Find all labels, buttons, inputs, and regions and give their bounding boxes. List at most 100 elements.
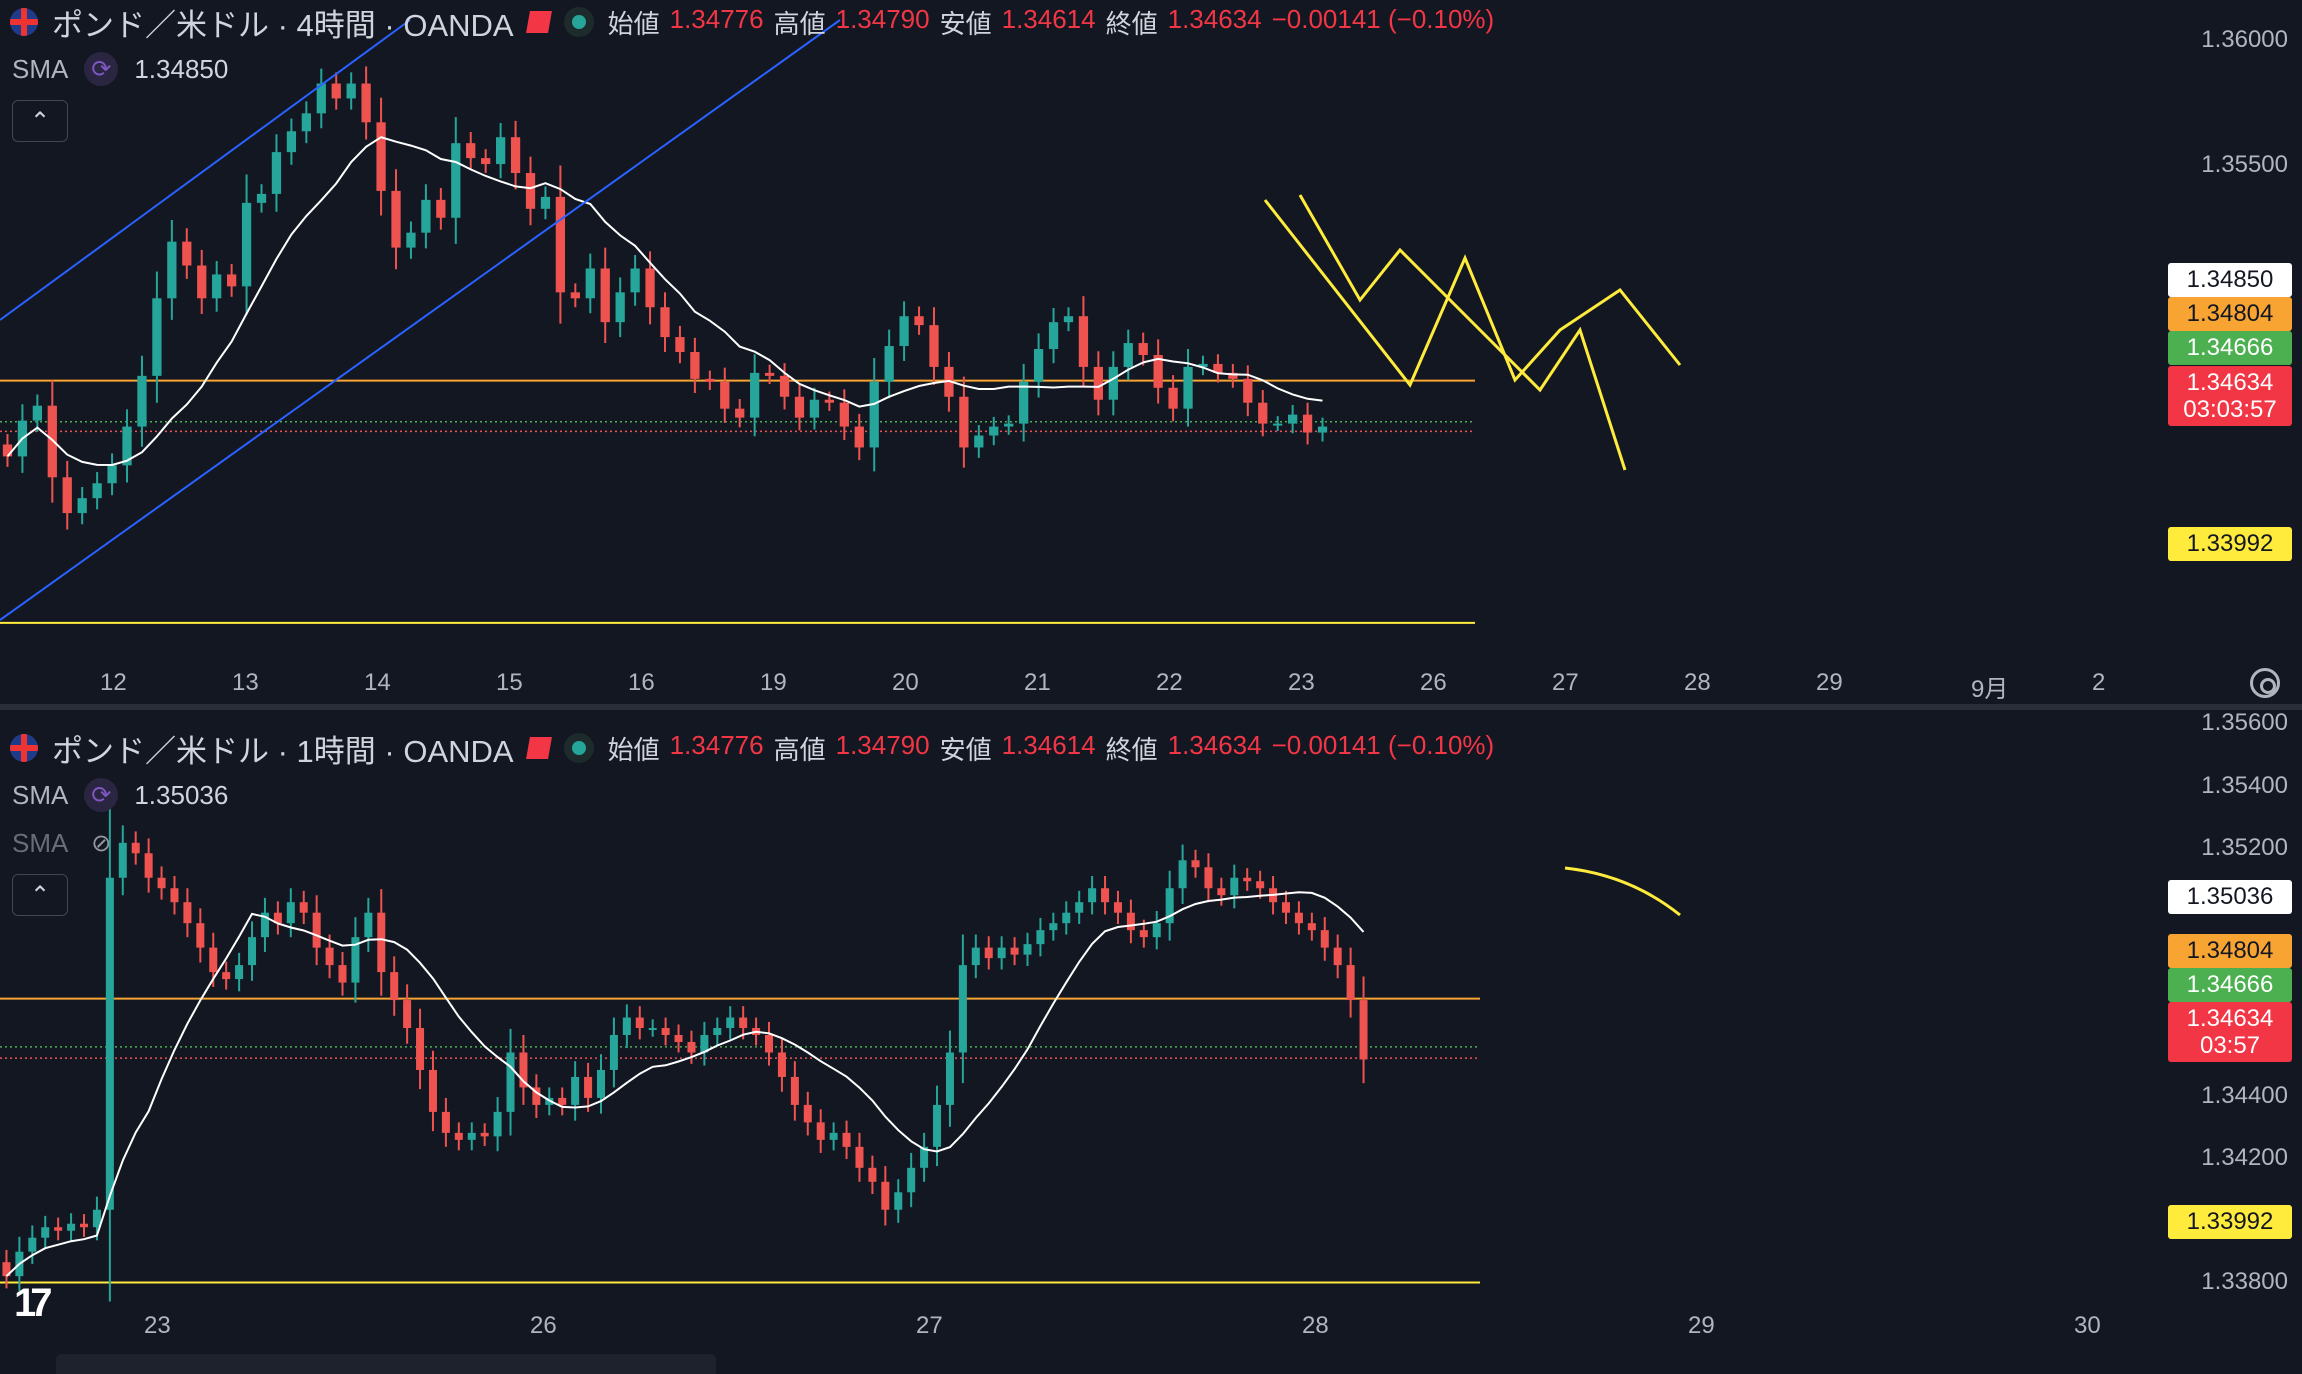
candle-body xyxy=(403,1000,412,1029)
candle-body xyxy=(196,923,205,948)
time-tick: 28 xyxy=(1302,1312,1329,1339)
candle-body xyxy=(1346,965,1355,1001)
candle-body xyxy=(958,965,967,1053)
sma-label: SMA xyxy=(12,53,69,84)
trendline-upper xyxy=(0,19,411,321)
market-status-icon[interactable] xyxy=(563,7,594,37)
collapse-legend-button[interactable]: ⌃ xyxy=(12,874,68,916)
price-tag-orange: 1.34804 xyxy=(2168,297,2292,331)
market-status-icon[interactable] xyxy=(563,733,594,763)
candle-body xyxy=(481,158,491,165)
legend-4h: ポンド／米ドル · 4時間 · OANDA 始値 1.34776 高値 1.3479… xyxy=(10,2,1494,43)
candle-body xyxy=(122,426,132,466)
candle-body xyxy=(316,83,326,114)
candle-body xyxy=(816,1122,825,1140)
chevron-up-icon: ⌃ xyxy=(29,881,51,909)
price-tag-yellow: 1.33992 xyxy=(2168,1205,2292,1239)
time-tick: 28 xyxy=(1684,669,1711,696)
refresh-icon[interactable]: ⟳ xyxy=(84,52,119,86)
open-value: 1.34776 xyxy=(669,729,764,760)
time-tick: 23 xyxy=(144,1312,171,1339)
candle-body xyxy=(705,378,715,382)
candle-body xyxy=(920,1146,929,1168)
candle-body xyxy=(1101,888,1110,903)
candle-body xyxy=(286,131,297,153)
candle-body xyxy=(1138,343,1148,355)
pane-divider[interactable] xyxy=(0,704,2302,710)
candle-body xyxy=(907,1167,916,1193)
chart-pane-1h[interactable]: ポンド／米ドル · 1時間 · OANDA 始値 1.34776 高値 1.3479… xyxy=(0,710,2302,1374)
time-tick: 27 xyxy=(1552,669,1579,696)
candle-body xyxy=(803,1104,812,1123)
refresh-icon[interactable]: ⟳ xyxy=(84,778,119,812)
candle-body xyxy=(989,426,999,436)
candle-body xyxy=(519,1052,528,1088)
eye-hidden-icon[interactable]: ⊘ xyxy=(91,829,112,857)
candle-body xyxy=(1178,860,1187,889)
candle-body xyxy=(1123,343,1133,367)
gear-icon[interactable] xyxy=(2250,668,2280,698)
collapse-legend-button[interactable]: ⌃ xyxy=(12,100,68,142)
candle-body xyxy=(884,346,894,382)
candle-body xyxy=(212,274,222,299)
candle-body xyxy=(1217,888,1226,896)
candle-body xyxy=(997,947,1006,959)
price-tag-sma: 1.34850 xyxy=(2168,263,2292,297)
tradingview-logo[interactable]: 17 xyxy=(14,1281,52,1325)
candle-body xyxy=(1113,902,1122,913)
candle-body xyxy=(1204,867,1213,889)
candle-body xyxy=(1033,349,1044,382)
price-tick: 1.34200 xyxy=(2201,1144,2288,1171)
candle-body xyxy=(525,173,536,209)
candle-body xyxy=(118,842,127,878)
candle-body xyxy=(1088,888,1097,903)
drawing-toolbar[interactable] xyxy=(56,1354,716,1374)
candle-body xyxy=(609,1035,618,1070)
price-tag-current: 1.34634 03:57 xyxy=(2168,1002,2292,1062)
sma-indicator-row[interactable]: SMA ⟳ 1.34850 xyxy=(12,52,228,86)
candle-body xyxy=(256,193,267,203)
candle-body xyxy=(809,399,820,418)
candle-body xyxy=(615,292,625,323)
candles-1h[interactable] xyxy=(0,710,2302,1374)
candle-body xyxy=(739,1017,748,1029)
time-tick: 15 xyxy=(496,669,523,696)
candle-body xyxy=(585,268,595,299)
close-label: 終値 xyxy=(1105,734,1158,765)
sma-label: SMA xyxy=(12,779,69,810)
candle-body xyxy=(1036,930,1045,945)
sma-line xyxy=(6,136,1323,467)
candle-body xyxy=(1243,378,1253,403)
candle-body xyxy=(555,196,566,293)
candle-body xyxy=(41,1227,50,1238)
symbol-title[interactable]: ポンド／米ドル · 4時間 · OANDA xyxy=(52,7,514,43)
candle-body xyxy=(540,196,551,209)
candle-body xyxy=(451,143,461,218)
price-tag-green: 1.34666 xyxy=(2168,331,2292,365)
candle-body xyxy=(933,1104,942,1147)
candle-body xyxy=(248,937,257,966)
low-label: 安値 xyxy=(939,8,992,39)
candles-4h[interactable] xyxy=(0,0,2302,704)
candle-body xyxy=(351,937,360,983)
alert-flag-icon[interactable] xyxy=(525,737,552,759)
candle-body xyxy=(1228,372,1238,379)
gbp-usd-flag-icon xyxy=(10,734,38,762)
candle-body xyxy=(495,137,506,165)
alert-flag-icon[interactable] xyxy=(525,11,552,33)
candle-body xyxy=(1256,881,1265,889)
candle-body xyxy=(325,947,334,966)
price-tag-current: 1.34634 03:03:57 xyxy=(2168,366,2292,426)
sma-indicator-row[interactable]: SMA ⟳ 1.35036 xyxy=(12,778,228,812)
symbol-title[interactable]: ポンド／米ドル · 1時間 · OANDA xyxy=(52,733,514,769)
gbp-usd-flag-icon xyxy=(10,8,38,36)
price-tick: 1.33800 xyxy=(2201,1268,2288,1295)
candle-body xyxy=(183,902,192,924)
chart-pane-4h[interactable]: ポンド／米ドル · 4時間 · OANDA 始値 1.34776 高値 1.3479… xyxy=(0,0,2302,704)
candle-body xyxy=(226,274,237,287)
hand-drawn-curve xyxy=(1564,866,1681,917)
sma-indicator-row-hidden[interactable]: SMA ⊘ xyxy=(12,826,118,860)
price-tick: 1.35600 xyxy=(2201,710,2288,736)
candle-body xyxy=(301,113,311,132)
candle-body xyxy=(338,965,347,983)
